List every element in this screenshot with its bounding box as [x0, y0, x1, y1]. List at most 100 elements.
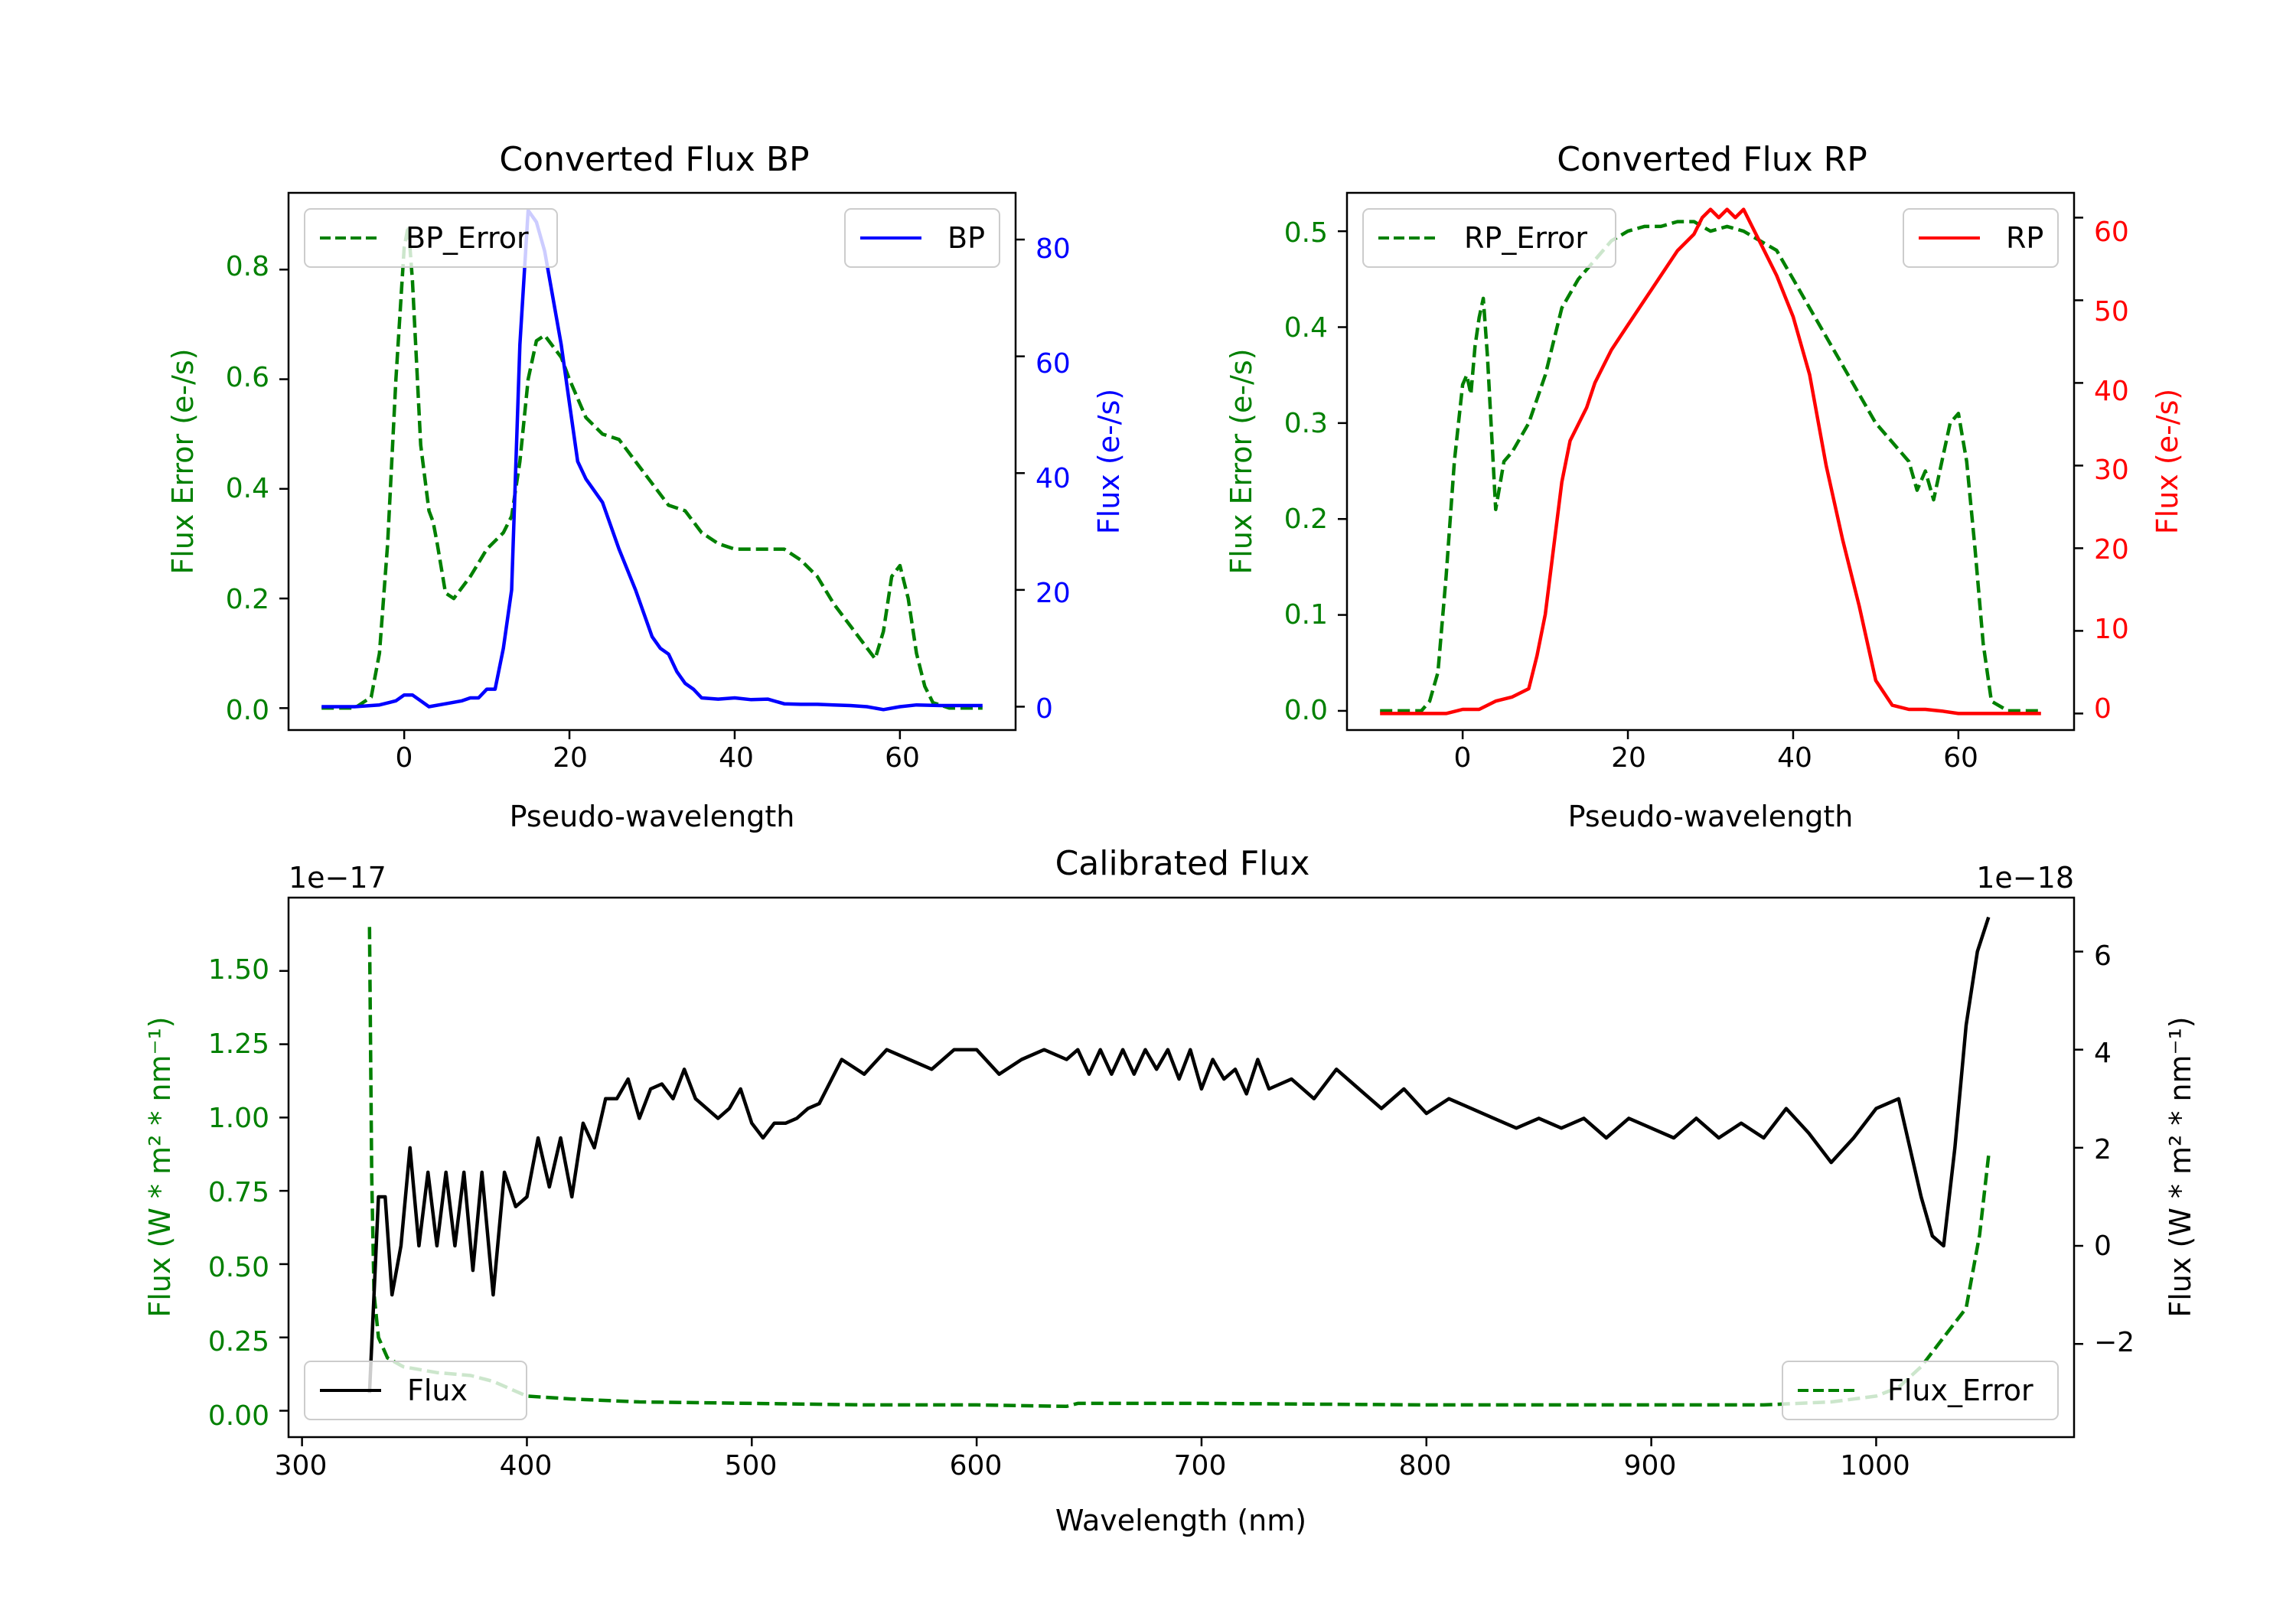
rp-legend-error-label: RP_Error — [1464, 221, 1587, 255]
cal-xtick-400: 400 — [500, 1450, 553, 1482]
bp-ytick-right-3: 60 — [1035, 348, 1071, 380]
bp-frame — [287, 191, 1017, 732]
cal-series-flux — [367, 916, 1991, 1393]
panel-calibrated: Calibrated Flux 1e−17 1e−18 300 400 500 … — [143, 844, 2197, 1537]
rp-ytick-left-5: 0.5 — [1284, 217, 1328, 249]
bp-series-bp — [321, 208, 983, 712]
bp-y-ticks-left: 0.0 0.2 0.4 0.6 0.8 — [226, 251, 269, 726]
rp-ytick-right-4: 40 — [2094, 376, 2129, 407]
bp-ytick-left-1: 0.2 — [226, 584, 269, 615]
cal-xtick-900: 900 — [1624, 1450, 1677, 1482]
rp-y-ticks-right: 0 10 20 30 40 50 60 — [2094, 217, 2129, 725]
rp-y-axis-label-right: Flux (e-/s) — [2151, 389, 2184, 534]
bp-legend-flux-label: BP — [947, 221, 985, 255]
rp-ytick-right-5: 50 — [2094, 296, 2129, 328]
cal-ytick-right-0: −2 — [2094, 1327, 2135, 1358]
cal-offset-left: 1e−17 — [289, 861, 386, 895]
rp-plot-area — [1338, 207, 2083, 739]
rp-xtick-40: 40 — [1777, 742, 1812, 774]
rp-y-axis-label-left: Flux Error (e-/s) — [1225, 348, 1258, 574]
cal-ytick-left-3: 0.75 — [208, 1177, 269, 1208]
cal-ytick-left-0: 0.00 — [208, 1400, 269, 1432]
cal-ytick-right-2: 2 — [2094, 1134, 2112, 1165]
bp-xtick-0: 0 — [396, 742, 413, 774]
rp-ytick-right-0: 0 — [2094, 693, 2112, 725]
bp-ytick-left-2: 0.4 — [226, 473, 269, 504]
bp-title: Converted Flux BP — [499, 140, 809, 179]
bp-y-axis-label-right: Flux (e-/s) — [1092, 389, 1126, 534]
bp-ytick-right-1: 20 — [1035, 578, 1071, 609]
cal-legend-error-label: Flux_Error — [1887, 1374, 2033, 1407]
panel-bp: Converted Flux BP 0 20 40 60 0.0 0.2 0.4… — [166, 140, 1126, 833]
rp-ytick-right-1: 10 — [2094, 614, 2129, 645]
cal-xtick-500: 500 — [725, 1450, 778, 1482]
cal-xtick-800: 800 — [1399, 1450, 1452, 1482]
rp-legend-flux-label: RP — [2006, 221, 2043, 255]
cal-y-axis-label-right: Flux (W * m² * nm⁻¹) — [2164, 1016, 2197, 1317]
rp-legend-left-box — [1362, 208, 1616, 268]
rp-legend-left: RP_Error — [1362, 208, 1616, 268]
bp-ytick-left-4: 0.8 — [226, 251, 269, 282]
cal-ytick-right-3: 4 — [2094, 1038, 2112, 1069]
cal-ytick-right-1: 0 — [2094, 1231, 2112, 1262]
rp-ytick-left-2: 0.2 — [1284, 504, 1328, 535]
cal-xtick-300: 300 — [275, 1450, 328, 1482]
cal-xtick-1000: 1000 — [1840, 1450, 1910, 1482]
rp-x-axis-label: Pseudo-wavelength — [1568, 800, 1854, 833]
bp-ytick-right-2: 40 — [1035, 463, 1071, 494]
rp-xtick-60: 60 — [1943, 742, 1978, 774]
bp-xtick-40: 40 — [719, 742, 754, 774]
bp-xtick-60: 60 — [885, 742, 920, 774]
rp-xtick-0: 0 — [1454, 742, 1472, 774]
cal-y-ticks-right: −2 0 2 4 6 — [2094, 940, 2135, 1358]
cal-offset-right: 1e−18 — [1976, 861, 2074, 895]
rp-y-ticks-left: 0.0 0.1 0.2 0.3 0.4 0.5 — [1284, 217, 1328, 726]
bp-ytick-left-0: 0.0 — [226, 695, 269, 726]
cal-legend-right: Flux_Error — [1782, 1361, 2059, 1420]
cal-xtick-600: 600 — [950, 1450, 1003, 1482]
bp-ytick-right-0: 0 — [1035, 693, 1053, 725]
rp-ytick-right-3: 30 — [2094, 455, 2129, 486]
rp-xtick-20: 20 — [1611, 742, 1646, 774]
cal-legend-flux-label: Flux — [407, 1374, 468, 1407]
rp-ytick-right-2: 20 — [2094, 534, 2129, 566]
bp-y-ticks-right: 0 20 40 60 80 — [1035, 233, 1071, 725]
rp-frame — [1345, 191, 2076, 732]
cal-legend-left-box — [304, 1361, 527, 1420]
panel-rp: Converted Flux RP 0 20 40 60 0.0 0.1 0.2… — [1225, 140, 2184, 833]
rp-x-ticks: 0 20 40 60 — [1454, 742, 1978, 774]
bp-ytick-left-3: 0.6 — [226, 362, 269, 393]
bp-legend-left: BP_Error — [304, 208, 558, 268]
bp-series-bp-error — [321, 223, 983, 710]
cal-legend-right-box — [1782, 1361, 2059, 1420]
bp-x-ticks: 0 20 40 60 — [396, 742, 920, 774]
bp-legend-error-label: BP_Error — [406, 221, 529, 255]
bp-legend-left-box — [304, 208, 558, 268]
rp-series-rp — [1380, 207, 2041, 715]
rp-legend-right: RP — [1903, 208, 2059, 268]
bp-x-axis-label: Pseudo-wavelength — [510, 800, 795, 833]
bp-legend-right-box — [844, 208, 1000, 268]
cal-xtick-700: 700 — [1174, 1450, 1227, 1482]
rp-legend-right-box — [1903, 208, 2059, 268]
cal-ytick-right-4: 6 — [2094, 940, 2112, 972]
bp-plot-area — [279, 208, 1025, 739]
cal-legend-left: Flux — [304, 1361, 527, 1420]
cal-y-ticks-left: 0.00 0.25 0.50 0.75 1.00 1.25 1.50 — [208, 954, 269, 1432]
bp-legend-right: BP — [844, 208, 1000, 268]
cal-x-axis-label: Wavelength (nm) — [1055, 1504, 1306, 1537]
cal-ytick-left-6: 1.50 — [208, 954, 269, 986]
bp-y-axis-label-left: Flux Error (e-/s) — [166, 348, 200, 574]
cal-ytick-left-4: 1.00 — [208, 1103, 269, 1134]
cal-ytick-left-1: 0.25 — [208, 1326, 269, 1358]
rp-series-rp-error — [1380, 220, 2041, 713]
rp-ytick-left-4: 0.4 — [1284, 312, 1328, 344]
cal-ytick-left-2: 0.50 — [208, 1252, 269, 1283]
bp-xtick-20: 20 — [553, 742, 588, 774]
cal-y-axis-label-left: Flux (W * m² * nm⁻¹) — [143, 1016, 177, 1317]
cal-ytick-left-5: 1.25 — [208, 1028, 269, 1060]
rp-ytick-left-3: 0.3 — [1284, 408, 1328, 439]
rp-ytick-left-0: 0.0 — [1284, 695, 1328, 726]
bp-ytick-right-4: 80 — [1035, 233, 1071, 265]
